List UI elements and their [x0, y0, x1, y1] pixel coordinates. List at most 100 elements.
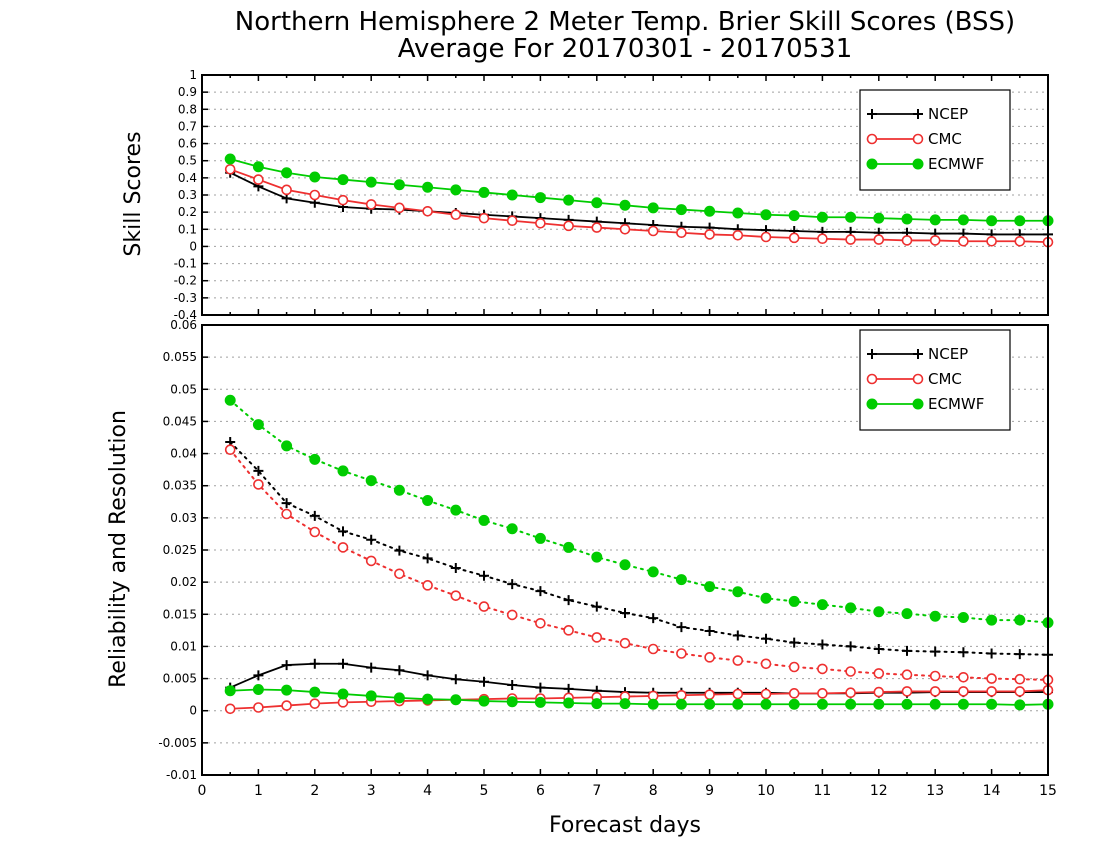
y-tick-label: -0.2	[174, 274, 197, 288]
data-point-ecmwf	[816, 211, 828, 223]
data-point-cmc	[619, 637, 631, 649]
data-point-ecmwf	[986, 614, 998, 626]
data-point-ncep	[507, 680, 518, 690]
data-point-cmc	[253, 702, 264, 713]
data-point-cmc	[732, 229, 744, 241]
data-point-cmc	[224, 703, 236, 715]
y-tick-label: 0.015	[163, 607, 197, 621]
data-point-ecmwf	[704, 205, 716, 217]
legend-box	[859, 89, 1011, 191]
data-point-cmc	[873, 234, 885, 245]
legend-label-ncep: NCEP	[928, 345, 968, 363]
data-point-ncep	[507, 579, 518, 590]
series-line-cmc-resolution	[229, 448, 1049, 681]
legend-label-cmc: CMC	[928, 130, 962, 148]
data-point-ecmwf	[450, 694, 462, 706]
data-point-ncep	[761, 633, 771, 644]
data-point-cmc	[1014, 235, 1026, 247]
data-point-ecmwf	[619, 559, 631, 571]
data-point-ecmwf	[901, 698, 913, 710]
data-point-cmc	[450, 590, 462, 601]
data-point-ecmwf	[647, 566, 659, 578]
data-point-cmc	[591, 632, 603, 643]
data-point-ncep	[281, 498, 292, 509]
data-point-ecmwf	[619, 698, 631, 710]
y-tick-label: 0	[189, 239, 197, 253]
data-point-ecmwf	[563, 194, 575, 206]
data-point-cmc	[563, 625, 574, 636]
data-point-ncep	[620, 608, 630, 618]
data-point-ecmwf	[365, 690, 377, 702]
data-point-ecmwf	[986, 698, 998, 710]
data-point-cmc	[281, 508, 292, 520]
data-point-ecmwf	[224, 394, 236, 406]
data-point-ecmwf	[252, 419, 264, 431]
data-point-cmc	[365, 555, 377, 567]
legend-marker-cmc	[912, 133, 924, 145]
y-tick-label: -0.1	[174, 257, 197, 271]
data-point-ecmwf	[252, 684, 264, 695]
data-point-ncep	[845, 641, 856, 652]
data-point-ecmwf	[224, 153, 236, 165]
legend: NCEP CMC ECMWF	[859, 89, 1011, 191]
x-axis-label: Forecast days	[549, 813, 701, 838]
data-point-cmc	[647, 225, 659, 237]
data-point-ecmwf	[788, 698, 800, 710]
data-point-cmc	[958, 686, 969, 697]
data-point-ecmwf	[337, 688, 349, 700]
data-point-cmc	[817, 688, 828, 699]
data-point-ncep	[676, 622, 687, 633]
y-tick-label: 0.8	[178, 102, 197, 116]
data-point-cmc	[817, 663, 828, 675]
x-tick-label: 4	[423, 783, 432, 799]
data-point-ecmwf	[957, 698, 969, 710]
data-point-cmc	[309, 698, 321, 709]
data-point-ncep	[366, 662, 377, 673]
data-point-ecmwf	[704, 581, 716, 593]
data-point-ecmwf	[563, 697, 575, 709]
data-point-ecmwf	[422, 181, 434, 193]
chart-title: Northern Hemisphere 2 Meter Temp. Brier …	[235, 7, 1015, 37]
data-point-cmc	[478, 601, 490, 612]
legend-marker-ncep	[913, 109, 923, 119]
data-point-ecmwf	[788, 210, 800, 222]
data-point-ecmwf	[506, 696, 518, 708]
data-point-ecmwf	[732, 586, 744, 598]
data-point-ecmwf	[873, 212, 885, 224]
data-point-ecmwf	[816, 599, 828, 611]
data-point-ncep	[422, 553, 433, 564]
data-point-ecmwf	[901, 608, 913, 620]
data-point-cmc	[788, 688, 800, 699]
data-point-ecmwf	[901, 213, 913, 225]
data-point-ecmwf	[506, 189, 518, 201]
y-tick-label: 0.035	[163, 479, 197, 493]
data-point-cmc	[873, 686, 885, 698]
data-point-cmc	[901, 686, 913, 697]
data-point-ncep	[817, 639, 828, 650]
data-point-ncep	[309, 658, 320, 669]
data-point-ecmwf	[309, 686, 321, 698]
top-y-axis-label: Skill Scores	[121, 131, 146, 256]
data-point-cmc	[845, 666, 856, 677]
data-point-cmc	[619, 223, 631, 235]
data-point-ecmwf	[647, 698, 659, 710]
data-point-ecmwf	[478, 186, 490, 198]
data-point-cmc	[1014, 686, 1026, 697]
data-point-ecmwf	[957, 612, 969, 623]
data-point-cmc	[732, 688, 744, 700]
data-point-cmc	[845, 234, 856, 245]
data-point-cmc	[986, 686, 997, 697]
data-point-ecmwf	[478, 514, 490, 526]
y-tick-label: 0.03	[170, 511, 197, 525]
data-point-cmc	[817, 233, 828, 245]
x-tick-label: 15	[1039, 783, 1057, 799]
data-point-ecmwf	[591, 197, 603, 209]
data-point-ecmwf	[224, 685, 236, 697]
data-point-ncep	[338, 526, 348, 537]
data-point-ncep	[479, 676, 489, 687]
data-point-cmc	[845, 687, 856, 699]
data-point-cmc	[986, 235, 997, 247]
legend-marker-cmc	[912, 373, 924, 385]
data-point-ncep	[422, 670, 433, 681]
